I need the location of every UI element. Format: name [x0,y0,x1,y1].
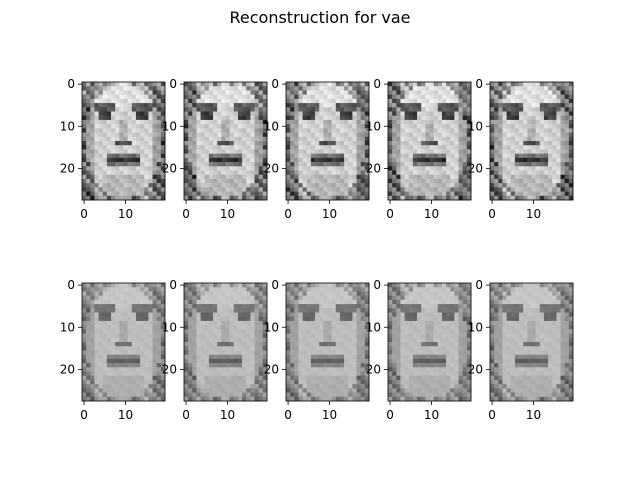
x-tick-label: 10 [526,408,541,422]
y-tick-label: 20 [162,362,177,376]
axes-frame [285,81,370,201]
y-tick-label: 0 [67,77,75,91]
panel-r0-c0: 0 10 20 0 10 [60,77,166,221]
y-tick-label: 20 [60,161,75,175]
face-image [490,283,574,402]
y-tick-label: 0 [271,278,279,292]
y-tick-label: 20 [468,161,483,175]
x-tick-label: 0 [182,408,190,422]
y-tick-label: 20 [60,362,75,376]
figure-title: Reconstruction for vae [229,8,410,27]
panel-r1-c3: 0 10 20 0 10 [366,278,472,422]
y-tick-label: 10 [468,320,483,334]
panel-grid: 0 10 20 0 10 0 10 20 0 10 0 10 20 0 10 0 10 20 0 10 0 10 20 0 10… [60,77,574,422]
y-tick-label: 0 [67,278,75,292]
x-tick-label: 10 [322,408,337,422]
face-image [184,283,268,402]
y-tick-label: 20 [264,362,279,376]
y-tick-label: 10 [264,119,279,133]
y-tick-label: 0 [373,77,381,91]
y-tick-label: 20 [366,362,381,376]
x-tick-label: 10 [118,408,133,422]
panel-r1-c1: 0 10 20 0 10 [162,278,268,422]
axes-frame [489,81,574,201]
axes-frame [183,282,268,402]
x-tick-label: 0 [488,207,496,221]
face-image [490,82,574,201]
x-tick-label: 10 [424,207,439,221]
axes-frame [387,282,472,402]
x-tick-label: 0 [284,207,292,221]
y-tick-label: 0 [373,278,381,292]
y-tick-label: 0 [169,77,177,91]
y-tick-label: 10 [162,320,177,334]
axes-frame [387,81,472,201]
x-tick-label: 0 [182,207,190,221]
y-tick-label: 0 [475,278,483,292]
panel-r1-c0: 0 10 20 0 10 [60,278,166,422]
face-image [388,283,472,402]
x-tick-label: 0 [284,408,292,422]
axes-frame [81,81,166,201]
face-image [286,283,370,402]
y-tick-label: 10 [366,119,381,133]
x-tick-label: 0 [386,408,394,422]
x-tick-label: 0 [80,408,88,422]
y-tick-label: 0 [271,77,279,91]
x-tick-label: 0 [80,207,88,221]
panel-r0-c3: 0 10 20 0 10 [366,77,472,221]
axes-frame [183,81,268,201]
panel-r0-c2: 0 10 20 0 10 [264,77,370,221]
y-tick-label: 20 [468,362,483,376]
x-tick-label: 10 [220,408,235,422]
y-tick-label: 10 [60,320,75,334]
panel-r1-c4: 0 10 20 0 10 [468,278,574,422]
x-tick-label: 0 [386,207,394,221]
panel-r0-c4: 0 10 20 0 10 [468,77,574,221]
axes-frame [489,282,574,402]
y-tick-label: 0 [475,77,483,91]
y-tick-label: 20 [162,161,177,175]
face-image [82,283,166,402]
y-tick-label: 0 [169,278,177,292]
panel-r1-c2: 0 10 20 0 10 [264,278,370,422]
x-tick-label: 10 [424,408,439,422]
y-tick-label: 20 [264,161,279,175]
y-tick-label: 20 [366,161,381,175]
face-image [184,82,268,201]
face-image [286,82,370,201]
axes-frame [285,282,370,402]
y-tick-label: 10 [366,320,381,334]
face-image [388,82,472,201]
face-image [82,82,166,201]
x-tick-label: 10 [322,207,337,221]
panel-r0-c1: 0 10 20 0 10 [162,77,268,221]
x-tick-label: 10 [118,207,133,221]
y-tick-label: 10 [60,119,75,133]
y-tick-label: 10 [468,119,483,133]
axes-frame [81,282,166,402]
x-tick-label: 10 [526,207,541,221]
x-tick-label: 0 [488,408,496,422]
x-tick-label: 10 [220,207,235,221]
y-tick-label: 10 [264,320,279,334]
y-tick-label: 10 [162,119,177,133]
